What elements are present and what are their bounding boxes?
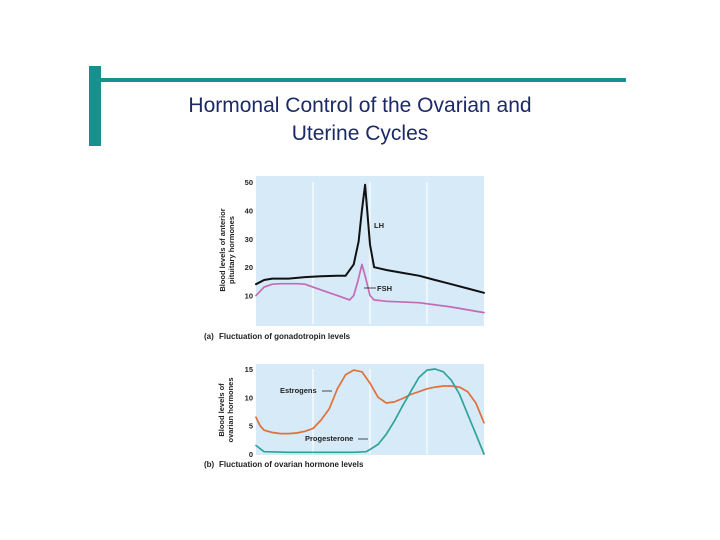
slide-title: Hormonal Control of the Ovarian and Uter… — [100, 92, 620, 148]
chart-b-ylabel-line2: ovarian hormones — [226, 377, 235, 442]
y-tick-label: 10 — [245, 292, 253, 301]
chart-a-caption: Fluctuation of gonadotropin levels — [219, 332, 351, 341]
chart-b-ylabel-line1: Blood levels of — [217, 383, 226, 437]
y-tick-label: 0 — [249, 450, 253, 459]
chart-a-series — [255, 183, 485, 314]
y-tick-label: 50 — [245, 178, 253, 187]
series-label-lh: LH — [374, 221, 384, 230]
y-tick-label: 30 — [245, 235, 253, 244]
chart-a: 10 20 30 40 50 Blood levels of anterior pitu… — [204, 176, 485, 341]
chart-a-y-ticks: 10 20 30 40 50 — [245, 178, 253, 301]
slide-title-line-1: Hormonal Control of the Ovarian and — [188, 94, 532, 117]
series-line-estrogens — [255, 369, 485, 435]
chart-a-caption-tag: (a) — [204, 332, 214, 341]
slide-title-line-2: Uterine Cycles — [291, 122, 429, 145]
accent-bar-vertical — [89, 66, 101, 146]
series-label-estrogens: Estrogens — [280, 386, 317, 395]
series-line-fsh — [255, 263, 485, 314]
y-tick-label: 10 — [245, 393, 253, 402]
accent-bar-horizontal — [101, 78, 626, 82]
y-tick-label: 5 — [249, 422, 253, 431]
y-tick-label: 15 — [245, 365, 253, 374]
chart-b-series — [255, 368, 485, 455]
series-line-progesterone — [255, 368, 485, 455]
y-tick-label: 20 — [245, 263, 253, 272]
chart-b-caption: Fluctuation of ovarian hormone levels — [219, 460, 364, 469]
series-label-fsh: FSH — [377, 284, 392, 293]
chart-b-y-ticks: 0 5 10 15 — [245, 365, 253, 459]
chart-a-ylabel-line2: pituitary hormones — [227, 216, 236, 284]
series-label-progesterone: Progesterone — [305, 434, 353, 443]
chart-a-gridlines — [312, 182, 428, 324]
y-tick-label: 40 — [245, 206, 253, 215]
series-line-lh — [255, 183, 485, 294]
chart-a-ylabel-line1: Blood levels of anterior — [218, 208, 227, 291]
chart-b-caption-tag: (b) — [204, 460, 215, 469]
